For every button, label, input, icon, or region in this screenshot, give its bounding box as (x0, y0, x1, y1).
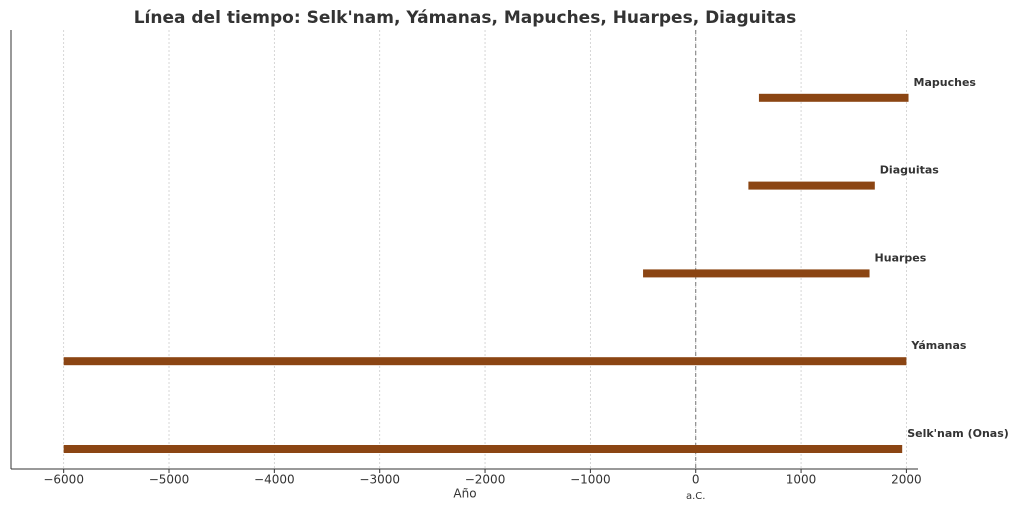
bar (758, 93, 909, 102)
x-axis-label: Año (453, 487, 476, 501)
bar (748, 181, 875, 190)
bar-label: Huarpes (875, 251, 927, 264)
bar (63, 357, 907, 366)
x-tick-label: −3000 (359, 473, 400, 487)
reference-label: a.C. (686, 491, 705, 502)
bar-label: Yámanas (910, 339, 967, 352)
x-tick-label: −2000 (465, 473, 506, 487)
x-tick-label: −6000 (43, 473, 84, 487)
bar (643, 269, 870, 278)
x-tick-label: 0 (692, 473, 700, 487)
bar (63, 445, 903, 453)
bar-label: Mapuches (914, 76, 977, 89)
x-tick-label: −4000 (254, 473, 295, 487)
x-tick-label: −1000 (570, 473, 611, 487)
x-tick-label: −5000 (149, 473, 190, 487)
bar-label: Diaguitas (880, 164, 939, 177)
x-tick-label: 2000 (891, 473, 922, 487)
chart-title: Línea del tiempo: Selk'nam, Yámanas, Map… (134, 8, 797, 28)
bar-label: Selk'nam (Onas) (907, 427, 1009, 440)
x-tick-label: 1000 (786, 473, 817, 487)
